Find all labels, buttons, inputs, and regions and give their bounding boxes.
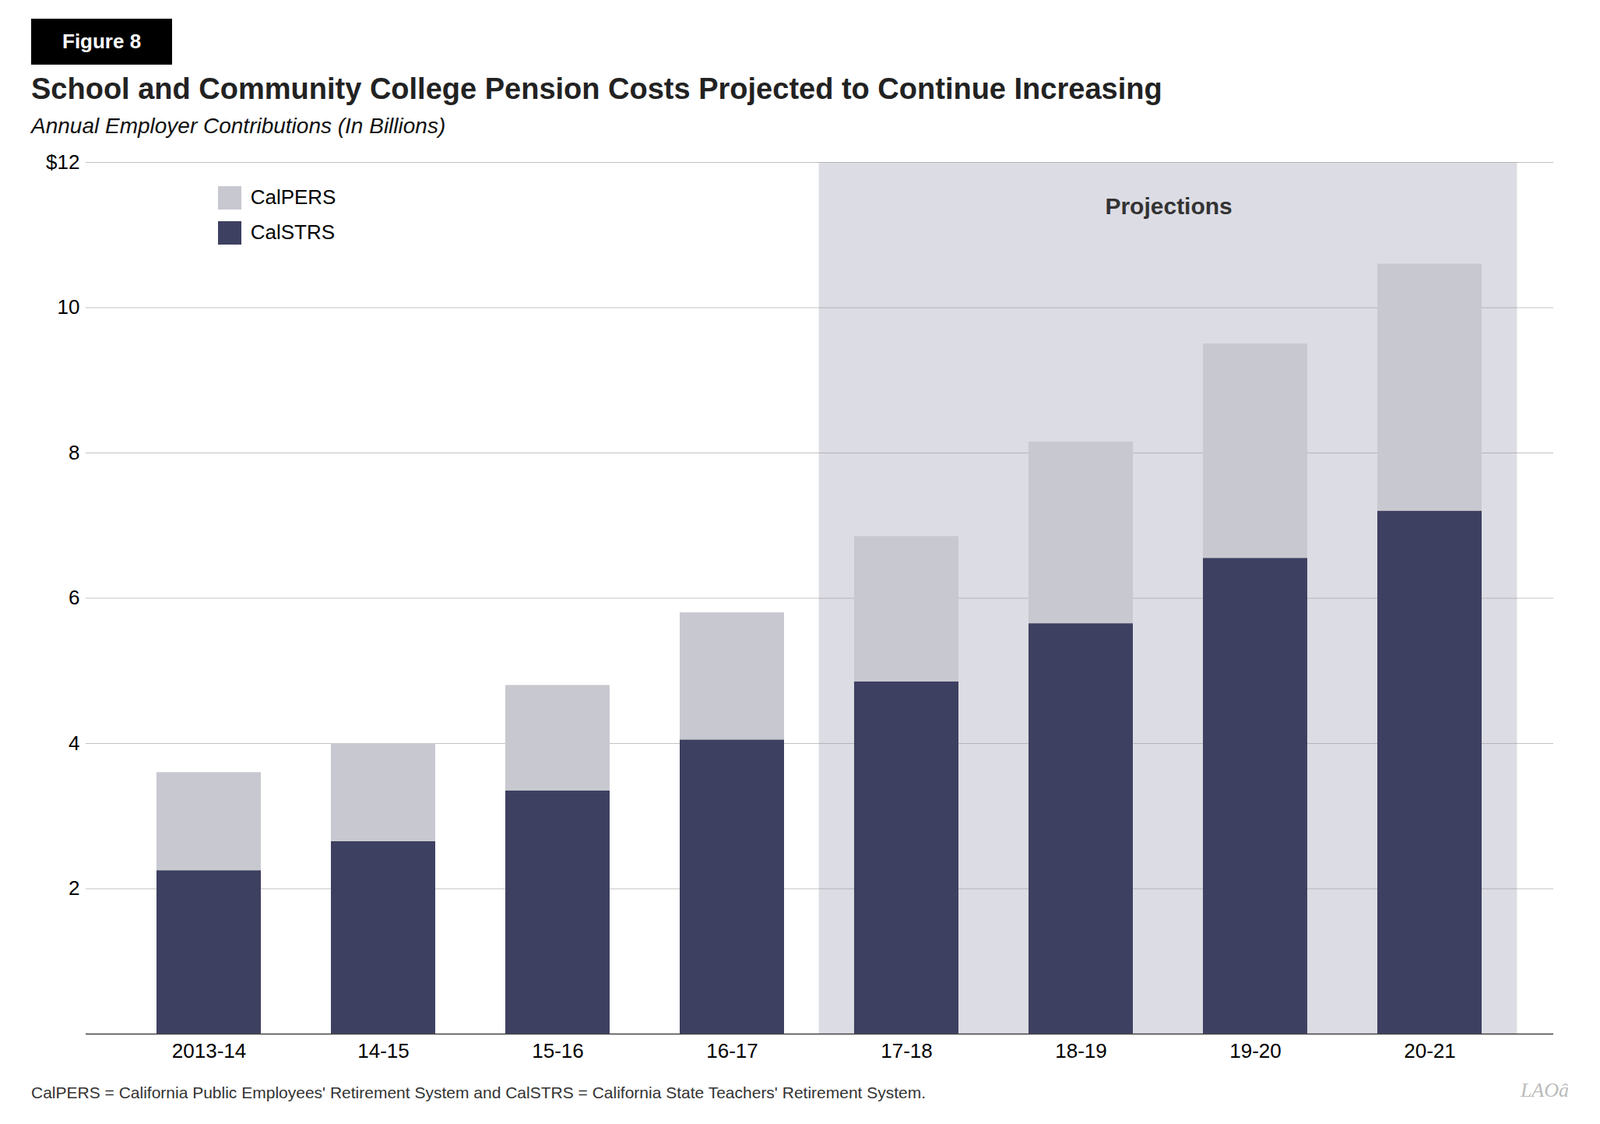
svg-text:17-18: 17-18 xyxy=(880,1038,933,1062)
svg-text:16-17: 16-17 xyxy=(706,1038,759,1062)
svg-text:2013-14: 2013-14 xyxy=(172,1038,247,1062)
svg-text:4: 4 xyxy=(68,731,80,755)
svg-text:8: 8 xyxy=(68,440,80,465)
svg-text:Projections: Projections xyxy=(1104,193,1232,219)
svg-text:15-16: 15-16 xyxy=(531,1038,584,1062)
svg-text:10: 10 xyxy=(57,295,81,319)
svg-text:20-21: 20-21 xyxy=(1403,1038,1456,1062)
svg-text:19-20: 19-20 xyxy=(1229,1038,1282,1062)
html-text:CalSTRS: CalSTRS xyxy=(250,220,335,244)
svg-text:6: 6 xyxy=(68,585,80,609)
html-text:CalPERS = California Public Em: CalPERS = California Public Employees' R… xyxy=(31,1083,926,1101)
svg-text:18-19: 18-19 xyxy=(1054,1038,1108,1062)
html-text:LAOâ: LAOâ xyxy=(1520,1078,1569,1101)
svg-text:2: 2 xyxy=(68,875,80,900)
html-text:Figure 8: Figure 8 xyxy=(62,29,142,53)
svg-text:14-15: 14-15 xyxy=(357,1038,410,1062)
html-text:Annual Employer Contributions: Annual Employer Contributions (In Billio… xyxy=(31,113,446,138)
html-text:CalPERS: CalPERS xyxy=(250,185,336,209)
svg-text:$12: $12 xyxy=(45,150,80,174)
html-text:School and Community College P: School and Community College Pension Cos… xyxy=(31,72,1163,106)
